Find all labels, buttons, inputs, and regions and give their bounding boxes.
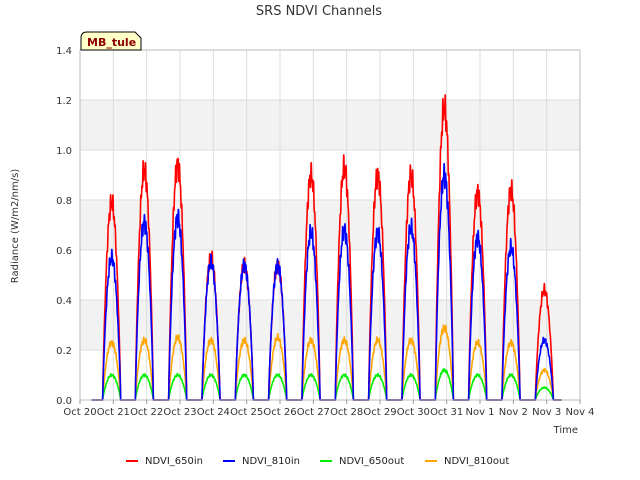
legend-item-ndvi-810in: NDVI_810in — [223, 456, 300, 467]
y-tick-label: 0.4 — [56, 296, 72, 307]
x-tick-label: Oct 25 — [230, 407, 263, 418]
x-tick-label: Nov 4 — [565, 407, 594, 418]
x-tick-label: Oct 31 — [430, 407, 463, 418]
y-tick-label: 0.0 — [56, 396, 72, 407]
x-tick-label: Nov 3 — [532, 407, 561, 418]
x-tick-label: Nov 2 — [499, 407, 528, 418]
background-band — [80, 200, 580, 250]
y-tick-label: 0.6 — [56, 246, 72, 257]
x-tick-label: Oct 21 — [97, 407, 130, 418]
site-label: MB_tule — [87, 36, 136, 49]
chart-title: SRS NDVI Channels — [256, 4, 382, 19]
x-tick-label: Oct 28 — [330, 407, 363, 418]
legend-label: NDVI_810out — [444, 456, 509, 467]
legend-label: NDVI_810in — [242, 456, 300, 467]
plot-background-bands — [80, 50, 580, 400]
legend: NDVI_650in NDVI_810in NDVI_650out NDVI_810o… — [126, 456, 509, 467]
y-axis-label: Radiance (W/m2/nm/s) — [10, 169, 21, 284]
site-label-box: MB_tule — [80, 31, 142, 51]
y-axis-ticks: 0.0 0.2 0.4 0.6 0.8 1.0 1.2 1.4 — [56, 46, 72, 407]
legend-item-ndvi-810out: NDVI_810out — [425, 456, 509, 467]
x-tick-label: Oct 29 — [363, 407, 396, 418]
x-tick-label: Oct 30 — [397, 407, 430, 418]
legend-item-ndvi-650out: NDVI_650out — [320, 456, 404, 467]
y-tick-label: 1.0 — [56, 146, 72, 157]
y-tick-label: 0.8 — [56, 196, 72, 207]
x-tick-label: Oct 27 — [297, 407, 330, 418]
y-tick-label: 0.2 — [56, 346, 72, 357]
x-tick-label: Oct 23 — [163, 407, 196, 418]
background-band — [80, 100, 580, 150]
x-tick-label: Nov 1 — [465, 407, 494, 418]
x-axis-label: Time — [553, 425, 578, 436]
legend-item-ndvi-650in: NDVI_650in — [126, 456, 203, 467]
legend-label: NDVI_650out — [339, 456, 404, 467]
background-band — [80, 300, 580, 350]
y-tick-label: 1.2 — [56, 96, 72, 107]
x-tick-label: Oct 22 — [130, 407, 163, 418]
x-axis-ticks: Oct 20 Oct 21 Oct 22 Oct 23 Oct 24 Oct 25 Oct … — [63, 400, 595, 418]
x-tick-label: Oct 24 — [197, 407, 230, 418]
x-tick-label: Oct 20 — [63, 407, 96, 418]
y-tick-label: 1.4 — [56, 46, 72, 57]
x-tick-label: Oct 26 — [263, 407, 296, 418]
plot-frame — [79, 49, 581, 401]
legend-label: NDVI_650in — [145, 456, 203, 467]
